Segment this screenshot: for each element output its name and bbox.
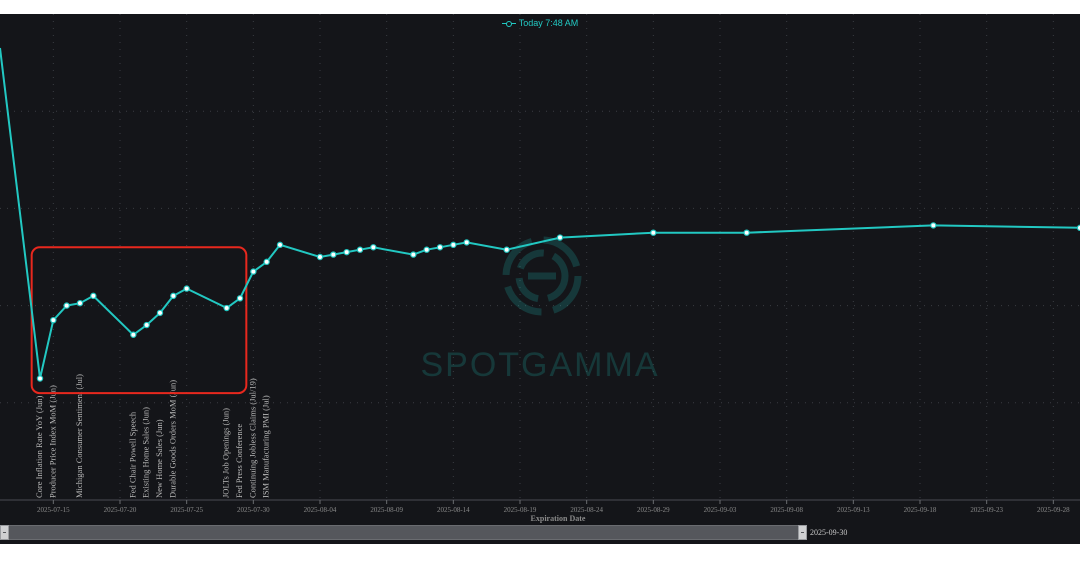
data-point [76,299,84,307]
data-point [143,321,150,329]
scrollbar-right-handle[interactable] [798,525,807,540]
data-point [743,229,750,236]
line-layer [0,47,1080,382]
data-point [183,285,190,292]
highlight-layer [30,246,248,395]
series-line [0,47,1080,379]
data-point [450,241,457,249]
range-end-label: 2025-09-30 [810,528,848,537]
data-point [276,241,284,249]
data-point [343,248,350,256]
data-point [463,239,470,246]
data-point [410,251,417,258]
highlight-box [30,246,248,395]
event-label: Continuing Jobless Claims (Jul/19) [247,378,257,498]
x-tick-label: 2025-09-28 [1037,506,1070,514]
data-point [263,258,270,266]
x-tick-label: 2025-08-29 [637,506,670,514]
chart-panel: SPOTGAMMA Core Inflation Rate YoY (Jun) P… [0,14,1080,544]
x-tick-label: 2025-09-03 [704,506,737,514]
event-label: New Home Sales (Jun) [154,419,164,498]
range-scrollbar[interactable]: 2025-09-30 [0,523,1080,544]
x-tick-label: 2025-08-04 [304,506,337,514]
x-tick-label: 2025-09-13 [837,506,870,514]
data-point [90,292,97,300]
x-tick-label: 2025-09-23 [970,506,1003,514]
x-tick-label: 2025-09-18 [904,506,937,514]
event-label: Existing Home Sales (Jun) [141,407,151,498]
data-point [63,302,70,309]
event-label: Fed Chair Powell Speech [127,411,137,498]
x-tick-label: 2025-08-24 [570,506,603,514]
legend-label: Today 7:48 AM [518,18,579,28]
chart-svg: SPOTGAMMA Core Inflation Rate YoY (Jun) P… [0,14,1080,523]
data-point [250,268,257,275]
data-point [223,304,230,312]
event-label: Michigan Consumer Sentiment (Jul) [74,374,84,498]
x-tick-label: 2025-07-30 [237,506,270,514]
data-point [170,292,177,300]
data-point [156,309,164,317]
grid-layer [0,14,1080,500]
event-label: Producer Price Index MoM (Jun) [47,385,57,498]
x-tick-label: 2025-08-19 [504,506,537,514]
scrollbar-left-handle[interactable] [0,525,9,540]
event-label: Durable Goods Orders MoM (Jun) [167,380,177,498]
x-tick-label: 2025-08-14 [437,506,470,514]
data-point [356,246,364,253]
data-point [436,244,444,251]
x-tick-label: 2025-07-20 [104,506,137,514]
data-point [650,229,657,236]
event-labels: Core Inflation Rate YoY (Jun) Producer Pr… [34,374,271,498]
watermark: SPOTGAMMA [420,236,659,384]
watermark-text: SPOTGAMMA [420,346,659,384]
data-point [423,246,430,253]
data-point [236,295,244,302]
x-tick-label: 2025-07-25 [170,506,203,514]
event-label: JOLTs Job Openings (Jun) [221,408,231,498]
data-point [930,222,937,229]
event-label: Core Inflation Rate YoY (Jun) [34,395,44,498]
legend-line-icon [501,20,516,28]
x-axis: 2025-07-15 2025-07-20 2025-07-25 2025-07-30… [0,499,1080,514]
data-point [50,316,57,324]
event-label: ISM Manufacturing PMI (Jul) [261,395,271,498]
legend[interactable]: Today 7:48 AM [0,18,1080,28]
scrollbar-track[interactable] [8,525,800,540]
x-tick-label: 2025-09-08 [770,506,803,514]
x-axis-title: Expiration Date [531,514,586,523]
data-point [370,244,377,251]
data-point [316,253,324,261]
data-point [503,246,510,253]
data-point [1076,224,1080,232]
data-point [130,331,137,338]
data-point [36,375,44,382]
event-label: Fed Press Conference [234,424,244,498]
data-point [556,234,564,241]
data-point [330,251,337,258]
x-tick-label: 2025-08-09 [370,506,403,514]
spotgamma-logo-icon [502,236,582,316]
x-tick-label: 2025-07-15 [37,506,70,514]
